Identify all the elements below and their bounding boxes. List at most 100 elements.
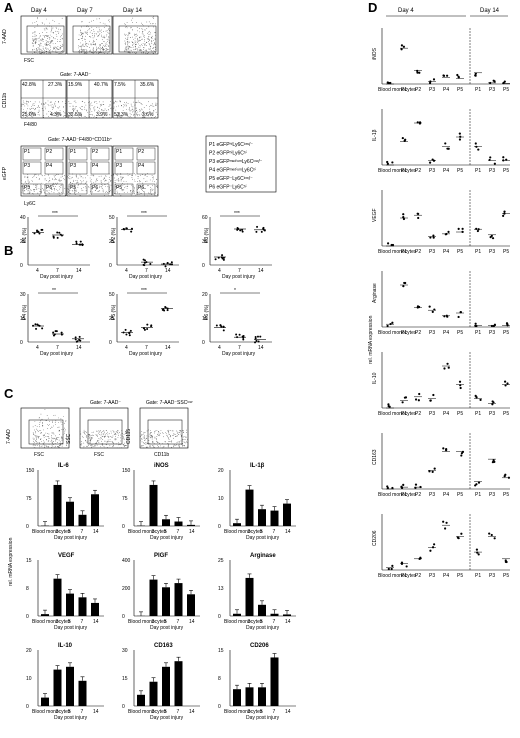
- flow-event: [132, 175, 133, 176]
- flow-event: [80, 45, 82, 47]
- flow-event: [78, 115, 80, 117]
- d-x-tick: P1: [401, 411, 407, 417]
- flow-event: [103, 48, 105, 50]
- flow-event: [46, 53, 48, 55]
- flow-event: [115, 181, 117, 183]
- c-y-tick: 15: [26, 558, 32, 564]
- flow-event: [72, 108, 74, 109]
- b-data-point: [256, 225, 259, 228]
- flow-event: [89, 438, 91, 439]
- flow-event: [96, 48, 98, 49]
- flow-event: [147, 39, 149, 40]
- flow-event: [45, 28, 47, 29]
- flow-event: [103, 50, 105, 51]
- flow-event: [171, 446, 172, 448]
- flow-event: [144, 43, 146, 45]
- flow-event: [109, 173, 111, 175]
- flow-event: [113, 434, 115, 436]
- flow-event: [126, 50, 128, 51]
- c-y-tick: 25: [218, 558, 224, 564]
- flow-event: [58, 417, 59, 419]
- flow-event: [128, 109, 130, 110]
- flow-event: [104, 37, 106, 38]
- flow-event: [98, 440, 100, 442]
- flow-event: [138, 176, 140, 178]
- flow-event: [56, 442, 58, 443]
- flow-event: [52, 446, 54, 447]
- flow-event: [142, 24, 144, 25]
- flow-event: [54, 438, 56, 440]
- flow-event: [33, 39, 35, 41]
- flow-event: [45, 439, 47, 441]
- flow-event: [152, 442, 154, 444]
- flow-event: [94, 44, 96, 46]
- flow-event: [83, 33, 84, 35]
- b-x-tick: 4: [36, 345, 39, 351]
- flow-event: [133, 113, 135, 115]
- b-data-point: [55, 330, 58, 333]
- c-bar: [283, 503, 291, 526]
- flow-event: [92, 434, 94, 436]
- flow-event: [103, 27, 105, 28]
- flow-event: [81, 49, 82, 51]
- flow-event: [60, 442, 62, 444]
- flow-event: [138, 43, 139, 45]
- flow-event: [56, 47, 58, 49]
- flow-event: [46, 113, 48, 115]
- b-data-point: [52, 235, 55, 238]
- flow-event: [137, 40, 139, 42]
- flow-event: [145, 443, 147, 445]
- quadrant-ll: 53.3%: [114, 112, 129, 118]
- flow-event: [118, 105, 119, 107]
- b-y-label: P5 (%): [111, 304, 117, 320]
- flow-event: [88, 43, 89, 45]
- flow-event: [95, 43, 97, 45]
- flow-event: [40, 39, 42, 41]
- flow-events: [32, 409, 67, 449]
- flow-event: [51, 50, 53, 52]
- c-y-tick: 15: [122, 676, 128, 682]
- flow-plot-cd11b-f480: [66, 79, 113, 119]
- flow-events: [20, 100, 67, 119]
- flow-event: [39, 430, 41, 431]
- flow-event: [60, 444, 62, 445]
- d-x-tick-blood: Blood monocytes: [378, 573, 417, 579]
- flow-event: [80, 195, 82, 196]
- flow-event: [173, 446, 174, 448]
- flow-event: [103, 445, 105, 447]
- flow-event: [67, 189, 69, 190]
- flow-event: [162, 446, 164, 448]
- flow-event: [43, 52, 45, 53]
- flow-event: [71, 190, 73, 191]
- flow-event: [106, 35, 107, 37]
- flow-event: [32, 193, 33, 194]
- flow-event: [54, 46, 56, 48]
- flow-event: [94, 102, 95, 103]
- flow-event: [167, 437, 169, 438]
- d-data-point: [442, 447, 445, 450]
- b-data-point: [222, 256, 225, 259]
- flow-event: [179, 430, 181, 431]
- flow-event: [98, 190, 100, 192]
- flow-event: [100, 437, 102, 439]
- flow-event: [80, 42, 81, 44]
- flow-event: [42, 52, 44, 54]
- flow-event: [156, 187, 158, 188]
- flow-event: [133, 190, 134, 191]
- flow-event: [85, 45, 87, 47]
- flow-event: [129, 46, 131, 47]
- flow-event: [61, 436, 63, 437]
- flow-event: [109, 21, 110, 23]
- flow-event: [102, 190, 104, 192]
- flow-event: [158, 446, 160, 447]
- flow-event: [105, 179, 107, 181]
- flow-event: [148, 43, 150, 44]
- flow-event: [44, 179, 46, 181]
- flow-event: [84, 186, 86, 187]
- b-x-tick: 14: [165, 345, 171, 351]
- d-x-tick: P3: [429, 573, 435, 579]
- flow-event: [49, 424, 50, 425]
- d-data-point: [400, 48, 403, 51]
- flow-event: [106, 111, 107, 113]
- flow-event: [74, 192, 75, 194]
